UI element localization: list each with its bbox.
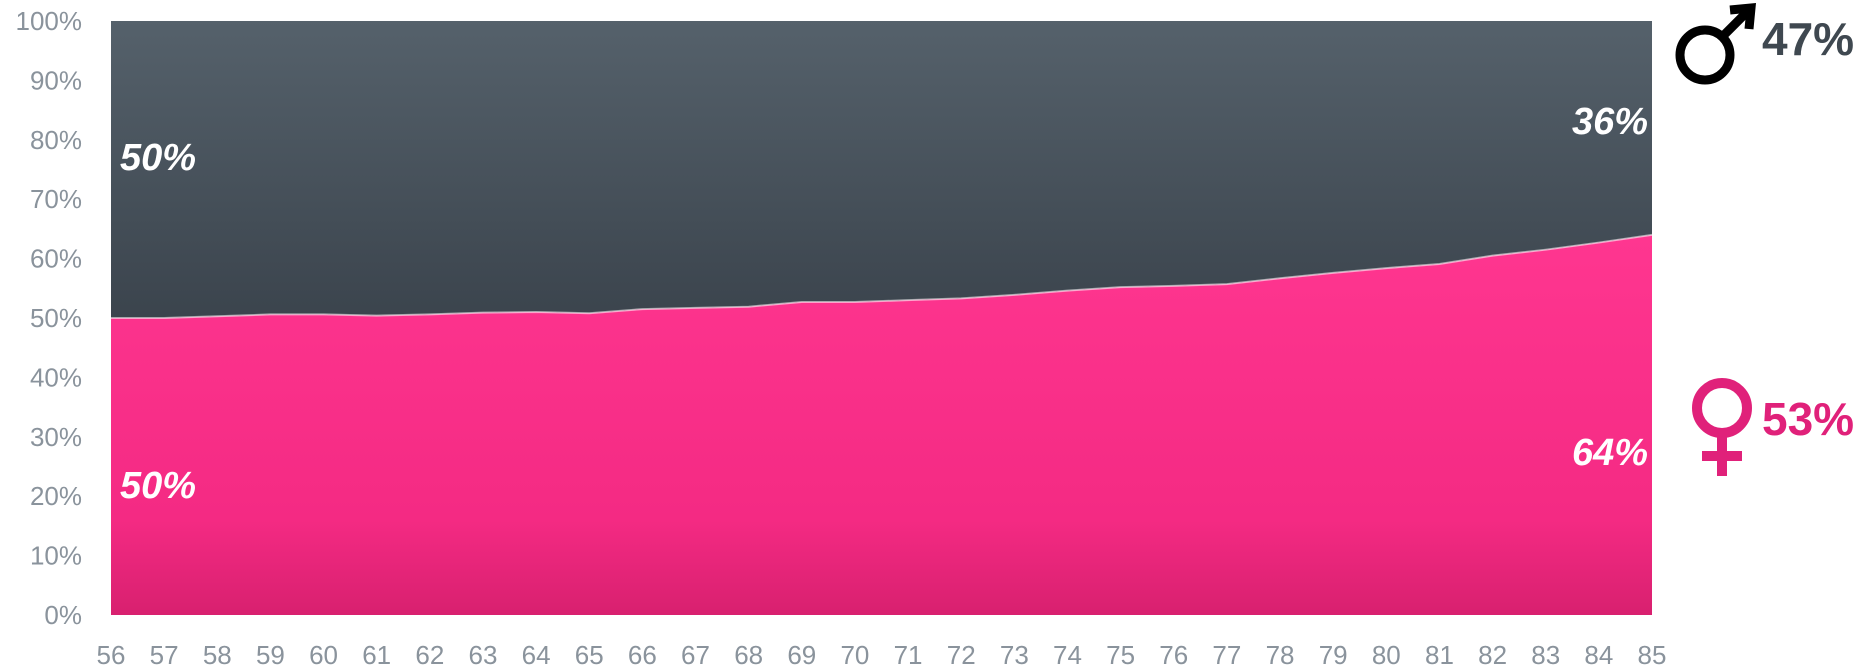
female-area xyxy=(111,234,1652,615)
y-tick-label: 20% xyxy=(30,481,82,511)
y-tick-label: 70% xyxy=(30,184,82,214)
x-tick-label: 60 xyxy=(309,640,338,670)
y-tick-label: 10% xyxy=(30,541,82,571)
x-tick-label: 74 xyxy=(1053,640,1082,670)
female-start-label: 50% xyxy=(120,465,196,507)
area-annotations: 50% 36% 50% 64% xyxy=(120,101,1648,507)
x-axis-tick-labels: 56 57 58 59 60 61 62 63 64 65 66 67 68 69 70 71 72 73 74 75… xyxy=(97,640,1667,670)
x-tick-label: 62 xyxy=(415,640,444,670)
x-tick-label: 85 xyxy=(1638,640,1667,670)
female-end-label: 64% xyxy=(1572,432,1648,474)
female-legend-percent: 53% xyxy=(1762,393,1854,445)
x-tick-label: 83 xyxy=(1531,640,1560,670)
x-tick-label: 56 xyxy=(97,640,126,670)
x-tick-label: 71 xyxy=(894,640,923,670)
x-tick-label: 67 xyxy=(681,640,710,670)
y-axis-tick-labels: 0% 10% 20% 30% 40% 50% 60% 70% 80% 90% 100% xyxy=(16,6,83,630)
y-tick-label: 30% xyxy=(30,422,82,452)
x-tick-label: 72 xyxy=(947,640,976,670)
y-tick-label: 60% xyxy=(30,244,82,274)
x-tick-label: 77 xyxy=(1212,640,1241,670)
x-tick-label: 65 xyxy=(575,640,604,670)
x-tick-label: 66 xyxy=(628,640,657,670)
male-area xyxy=(111,21,1652,318)
x-tick-label: 82 xyxy=(1478,640,1507,670)
male-end-label: 36% xyxy=(1572,101,1648,143)
x-tick-label: 73 xyxy=(1000,640,1029,670)
y-tick-label: 80% xyxy=(30,125,82,155)
y-tick-label: 90% xyxy=(30,65,82,95)
x-tick-label: 78 xyxy=(1266,640,1295,670)
x-tick-label: 76 xyxy=(1159,640,1188,670)
x-tick-label: 79 xyxy=(1319,640,1348,670)
y-tick-label: 40% xyxy=(30,362,82,392)
y-tick-label: 100% xyxy=(16,6,83,36)
x-tick-label: 69 xyxy=(787,640,816,670)
x-tick-label: 61 xyxy=(362,640,391,670)
x-tick-label: 84 xyxy=(1584,640,1613,670)
male-legend-percent: 47% xyxy=(1762,13,1854,65)
female-symbol-icon xyxy=(1692,378,1752,476)
x-tick-label: 57 xyxy=(150,640,179,670)
male-start-label: 50% xyxy=(120,137,196,179)
male-symbol-icon xyxy=(1675,3,1756,85)
y-tick-label: 50% xyxy=(30,303,82,333)
x-tick-label: 63 xyxy=(469,640,498,670)
x-tick-label: 75 xyxy=(1106,640,1135,670)
x-tick-label: 80 xyxy=(1372,640,1401,670)
x-tick-label: 70 xyxy=(840,640,869,670)
plot-area xyxy=(111,21,1653,615)
x-tick-label: 58 xyxy=(203,640,232,670)
legend: 47% 53% xyxy=(1675,3,1854,476)
x-tick-label: 59 xyxy=(256,640,285,670)
x-tick-label: 81 xyxy=(1425,640,1454,670)
y-tick-label: 0% xyxy=(44,600,82,630)
x-tick-label: 64 xyxy=(522,640,551,670)
series-boundary-line xyxy=(111,233,1653,319)
x-tick-label: 68 xyxy=(734,640,763,670)
